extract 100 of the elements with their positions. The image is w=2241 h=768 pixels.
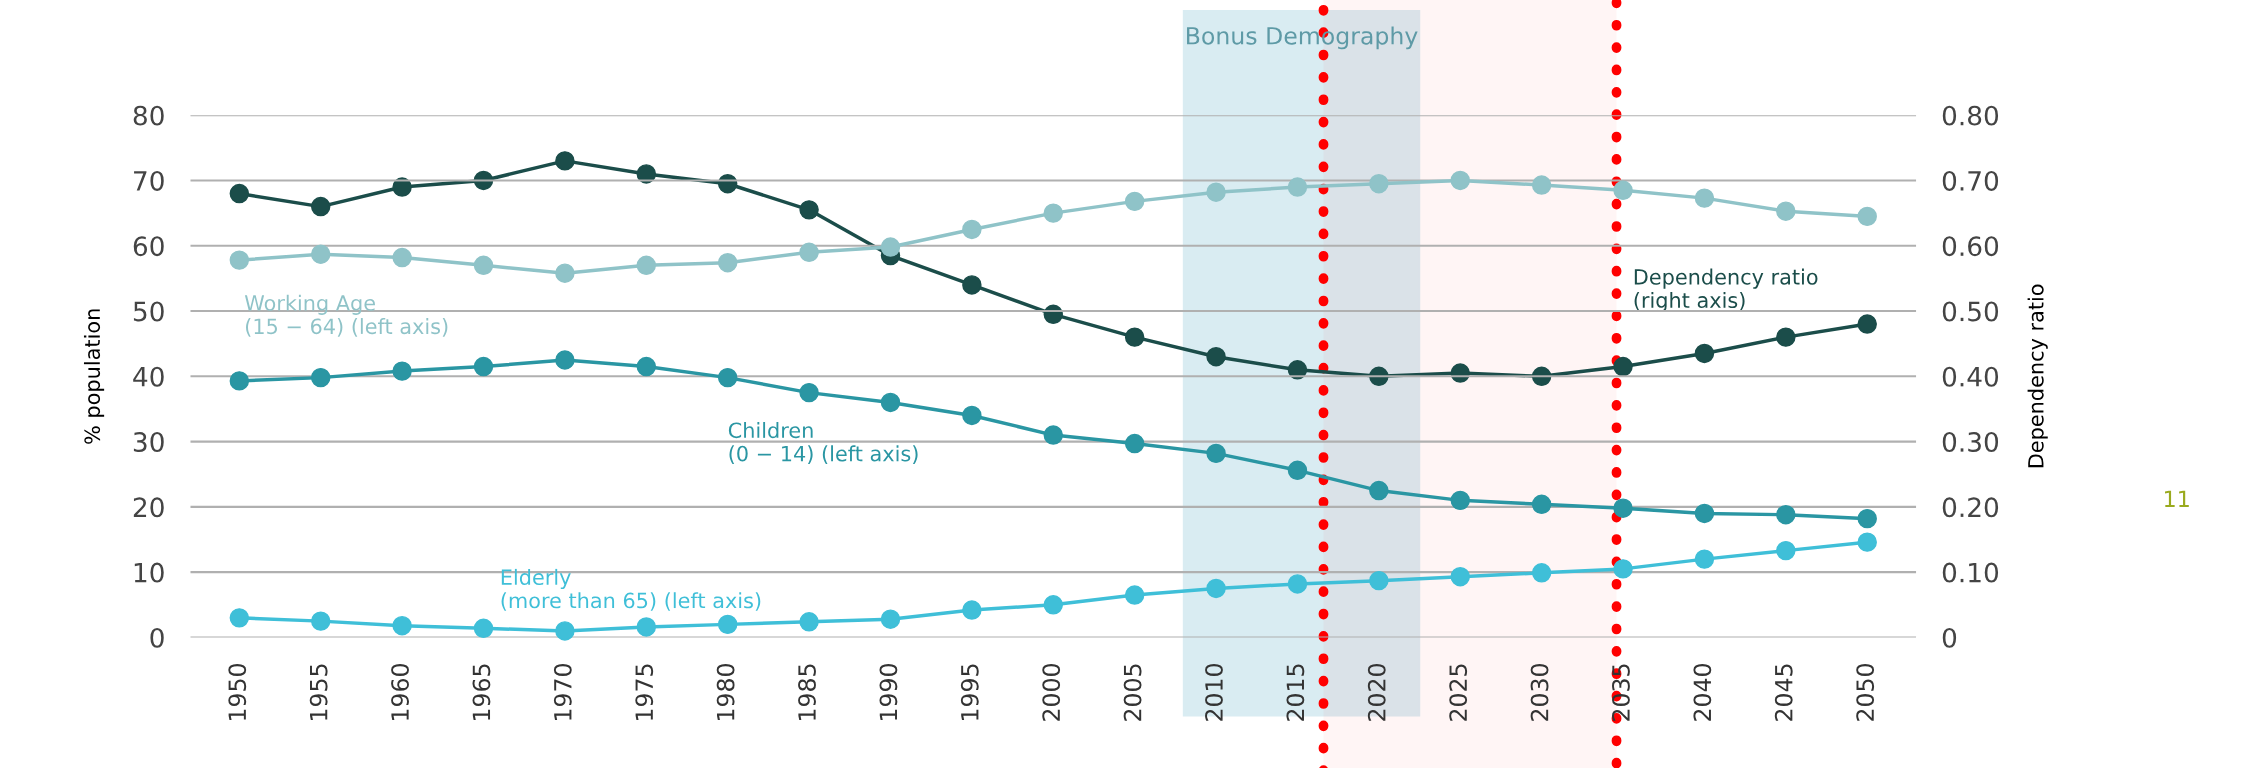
point [717,367,738,388]
point [962,600,982,620]
x-tick-label: 2010 [1205,664,1223,721]
point [1043,595,1063,615]
y2-tick-label: 0.20 [1942,497,1999,518]
x-tick-label: 2005 [1123,664,1142,721]
point [1450,567,1470,587]
point [1694,188,1715,208]
series-label: Dependency ratio (right axis) [1634,268,1818,313]
point [1206,578,1226,599]
y2-tick-label: 0.60 [1942,236,1999,257]
x-tick-label: 1980 [716,664,735,720]
y-tick-label: 60 [133,236,164,257]
x-tick-label: 2025 [1449,664,1468,721]
y2-tick-label: 0.30 [1942,432,1999,452]
x-tick-label: 2000 [1042,664,1061,721]
point [717,253,738,273]
point [555,151,575,171]
point [310,244,331,264]
y2-tick-label: 0.80 [1942,105,1999,126]
point [1694,343,1715,364]
point [1043,425,1063,445]
point [1043,203,1063,223]
point [1450,490,1470,511]
point [962,219,982,240]
x-tick-label: 1975 [635,664,654,720]
point [1776,327,1796,347]
point [1857,532,1877,552]
point [799,612,819,632]
point [636,617,657,637]
point [1857,508,1877,529]
point [1124,191,1145,212]
y-tick-label: 80 [133,105,164,126]
point [392,247,412,268]
point [229,183,250,204]
point [229,250,250,270]
point [392,361,412,381]
series-label: Elderly (more than 65) (left axis) [501,568,761,611]
point [1124,327,1145,347]
point [1531,563,1552,583]
point [799,382,819,403]
point [799,200,819,220]
y2-tick-label: 0.40 [1942,366,1999,387]
x-tick-label: 1950 [228,664,247,720]
point [1287,177,1308,197]
point [473,618,494,639]
point [1124,433,1145,454]
point [636,255,657,276]
point [1613,356,1633,377]
point [1287,460,1308,481]
point [555,621,575,641]
x-tick-label: 2030 [1530,664,1549,721]
point [555,263,575,283]
point [1531,494,1552,514]
x-tick-label: 2020 [1367,664,1386,721]
y-tick-label: 10 [134,562,164,583]
point [1613,498,1633,518]
point [310,367,331,388]
point [880,609,901,629]
point [636,356,657,377]
y-axis-title: % population [83,309,105,444]
y2-axis-title: Dependency ratio [2027,284,2048,468]
y2-tick-label: 0.50 [1942,301,1999,322]
series-label: Children (0 − 14) (left axis) [728,422,918,464]
point [310,196,331,217]
y-tick-label: 40 [133,366,164,387]
x-tick-label: 2015 [1286,664,1305,721]
point [473,356,494,377]
point [392,615,412,636]
x-tick-label: 1965 [472,664,491,720]
x-tick-label: 2035 [1612,664,1630,721]
point [1776,201,1796,221]
x-tick-label: 1960 [391,664,409,720]
band-label: Bonus Demography [1187,26,1418,50]
point [1206,182,1226,202]
y-tick-label: 30 [133,432,164,452]
x-tick-label: 2050 [1856,664,1875,721]
y2-tick-label: 0.70 [1942,170,1999,191]
point [1694,549,1715,569]
x-tick-label: 1990 [879,664,898,720]
point [1287,574,1308,594]
point [962,405,982,426]
point [1124,585,1145,605]
y-tick-label: 20 [133,497,164,518]
point [1694,503,1715,524]
point [229,371,250,391]
x-tick-label: 1995 [960,664,979,720]
point [799,242,819,263]
point [1776,540,1796,561]
y2-tick-label: 0 [1942,627,1957,648]
point [1857,206,1877,227]
point [555,350,575,370]
x-tick-label: 2045 [1774,664,1793,721]
point [880,237,901,257]
point [229,608,250,628]
point [1857,314,1877,334]
point [962,275,982,295]
x-tick-label: 1970 [553,664,572,720]
point [1206,347,1226,367]
point [1369,570,1389,591]
